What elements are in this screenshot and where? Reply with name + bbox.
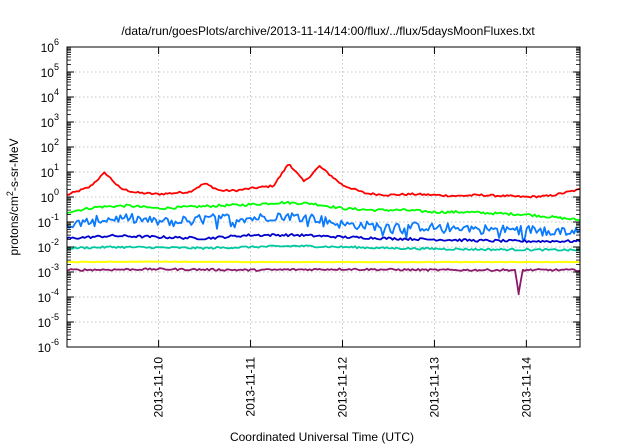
y-tick-label: 106: [41, 37, 59, 55]
y-tick-label-exponent: 5: [54, 62, 59, 72]
y-tick-label: 100: [41, 187, 59, 205]
x-axis-label: Coordinated Universal Time (UTC): [230, 430, 414, 444]
y-tick-label: 102: [41, 137, 59, 155]
y-tick-label: 10-5: [38, 312, 59, 330]
y-tick-label: 10-4: [38, 287, 59, 305]
y-axis-label-prefix: protons/cm: [7, 196, 21, 255]
y-tick-label-exponent: 0: [54, 187, 59, 197]
y-tick-label: 10-6: [38, 337, 59, 355]
x-tick-label: 2013-11-13: [427, 357, 441, 418]
chart-grid: [67, 47, 580, 347]
series-line-3: [66, 212, 581, 242]
x-tick-label: 2013-11-11: [244, 357, 258, 417]
series-line-5: [66, 244, 581, 252]
y-tick-label-exponent: -2: [51, 237, 59, 247]
y-tick-label-exponent: 2: [54, 137, 59, 147]
y-tick-label: 10-1: [38, 212, 59, 230]
y-tick-label-base: 10: [41, 91, 55, 105]
y-tick-label-base: 10: [41, 166, 55, 180]
x-tick-label: 2013-11-14: [519, 357, 533, 418]
plot-area: [66, 163, 581, 296]
y-tick-label-exponent: -4: [51, 287, 59, 297]
y-axis-label-suffix: -s-sr-MeV: [7, 138, 21, 191]
y-tick-label-base: 10: [41, 66, 55, 80]
x-tick-label: 2013-11-12: [335, 357, 349, 418]
chart-title: /data/run/goesPlots/archive/2013-11-14/1…: [121, 24, 535, 38]
y-tick-label-base: 10: [38, 266, 52, 280]
y-tick-label: 101: [41, 162, 59, 180]
y-axis-ticks: 10610510410310210110010-110-210-310-410-…: [38, 37, 580, 355]
y-tick-label-base: 10: [41, 141, 55, 155]
y-tick-label-exponent: -3: [51, 262, 59, 272]
x-axis-ticks: 2013-11-10 2013-11-11 2013-11-12 2013-11-13…: [152, 47, 533, 418]
y-tick-label-exponent: 4: [54, 87, 59, 97]
y-tick-label: 105: [41, 62, 59, 80]
series-line-4: [66, 232, 581, 244]
series-line-6: [67, 260, 581, 264]
y-tick-label: 10-3: [38, 262, 59, 280]
y-tick-label-exponent: 3: [54, 112, 59, 122]
y-tick-label: 104: [41, 87, 59, 105]
y-tick-label-base: 10: [38, 316, 52, 330]
series-line-7: [66, 267, 581, 296]
y-tick-label-base: 10: [41, 116, 55, 130]
y-tick-label-base: 10: [38, 291, 52, 305]
x-tick-label: 2013-11-10: [152, 357, 166, 418]
y-tick-label-exponent: -1: [51, 212, 59, 222]
y-tick-label-base: 10: [38, 341, 52, 355]
y-tick-label-base: 10: [41, 41, 55, 55]
y-tick-label-exponent: -6: [51, 337, 59, 347]
series-line-2: [66, 200, 581, 222]
y-tick-label-exponent: 1: [54, 162, 59, 172]
y-tick-label-exponent: -5: [51, 312, 59, 322]
y-axis-label: protons/cm2-s-sr-MeV: [5, 138, 21, 255]
series-line-1: [67, 163, 581, 199]
y-tick-label-base: 10: [41, 191, 55, 205]
y-tick-label: 10-2: [38, 237, 59, 255]
y-tick-label-exponent: 6: [54, 37, 59, 47]
y-tick-label: 103: [41, 112, 59, 130]
y-axis-label-superscript: 2: [5, 191, 15, 196]
y-tick-label-base: 10: [38, 241, 52, 255]
y-tick-label-base: 10: [38, 216, 52, 230]
